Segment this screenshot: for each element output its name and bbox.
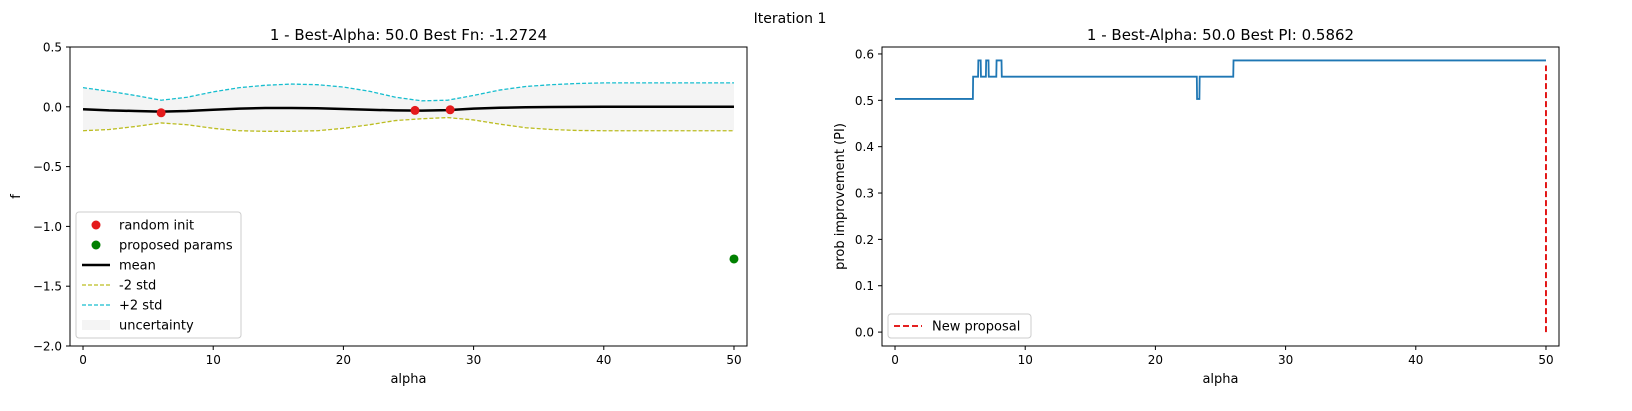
scatter-point-proposed-params (729, 254, 739, 264)
legend-label-mean: mean (119, 259, 156, 274)
y-tick-label: 0.6 (855, 47, 874, 61)
right-y-ticks: 0.0 0.1 0.2 0.3 0.4 0.5 0.6 (855, 47, 882, 340)
legend-label-proposed-params: proposed params (119, 239, 233, 254)
left-x-ticks: 0 10 20 30 40 50 (79, 346, 742, 367)
legend-patch-uncertainty (82, 320, 110, 330)
scatter-point-random-init (445, 105, 455, 115)
legend-label-plus-2-std: +2 std (119, 299, 162, 314)
y-tick-label: 0.0 (855, 326, 874, 340)
x-tick-label: 50 (1538, 353, 1553, 367)
legend-marker-random-init (91, 220, 101, 230)
legend-label-new-proposal: New proposal (932, 320, 1020, 335)
x-tick-label: 40 (596, 353, 611, 367)
right-y-axis-label: prob improvement (PI) (833, 123, 848, 270)
left-chart: 1 - Best-Alpha: 50.0 Best Fn: -1.2724 0 1… (9, 26, 748, 387)
scatter-point-random-init (156, 108, 166, 118)
y-tick-label: 0.0 (43, 100, 62, 114)
right-chart: 1 - Best-Alpha: 50.0 Best PI: 0.5862 0 10… (833, 26, 1560, 387)
right-legend: New proposal (887, 313, 1032, 339)
uncertainty-band (83, 82, 734, 132)
series-line-mean (82, 105, 734, 113)
left-axes-frame (69, 46, 748, 347)
y-tick-label: −1.5 (33, 280, 62, 294)
legend-label-minus-2-std: -2 std (119, 279, 156, 294)
left-y-axis-label: f (9, 194, 24, 199)
scatter-point-random-init (410, 105, 420, 115)
left-plot-area (82, 82, 739, 264)
x-tick-label: 30 (1278, 353, 1293, 367)
y-tick-label: −0.5 (33, 160, 62, 174)
x-tick-label: 30 (466, 353, 481, 367)
y-tick-label: 0.4 (855, 140, 874, 154)
x-tick-label: 0 (891, 353, 899, 367)
right-legend-box (887, 313, 1032, 339)
left-legend-box (75, 211, 242, 339)
left-chart-title: 1 - Best-Alpha: 50.0 Best Fn: -1.2724 (270, 26, 547, 44)
left-y-ticks: 0.5 0.0 −0.5 −1.0 −1.5 −2.0 (33, 41, 70, 354)
x-tick-label: 10 (206, 353, 221, 367)
y-tick-label: 0.3 (855, 187, 874, 201)
x-tick-label: 50 (726, 353, 741, 367)
right-x-ticks: 0 10 20 30 40 50 (891, 346, 1554, 367)
left-legend: random init proposed params mean -2 std … (75, 211, 242, 339)
series-line-2-std (82, 116, 734, 132)
left-x-axis-label: alpha (390, 372, 426, 387)
y-tick-label: 0.2 (855, 233, 874, 247)
legend-marker-proposed-params (91, 240, 101, 250)
series-line-2-std (82, 82, 734, 102)
legend-label-uncertainty: uncertainty (119, 319, 194, 334)
y-tick-label: −1.0 (33, 220, 62, 234)
x-tick-label: 20 (1148, 353, 1163, 367)
legend-label-random-init: random init (119, 219, 194, 234)
x-tick-label: 0 (79, 353, 87, 367)
y-tick-label: −2.0 (33, 340, 62, 354)
y-tick-label: 0.5 (855, 94, 874, 108)
x-tick-label: 40 (1408, 353, 1423, 367)
right-axes-frame (881, 46, 1560, 347)
pi-series-line (895, 59, 1546, 100)
y-tick-label: 0.1 (855, 279, 874, 293)
right-x-axis-label: alpha (1202, 372, 1238, 387)
figure-suptitle: Iteration 1 (754, 11, 827, 27)
right-plot-area (895, 59, 1547, 333)
x-tick-label: 20 (336, 353, 351, 367)
y-tick-label: 0.5 (43, 41, 62, 55)
right-chart-title: 1 - Best-Alpha: 50.0 Best PI: 0.5862 (1087, 26, 1354, 44)
x-tick-label: 10 (1018, 353, 1033, 367)
